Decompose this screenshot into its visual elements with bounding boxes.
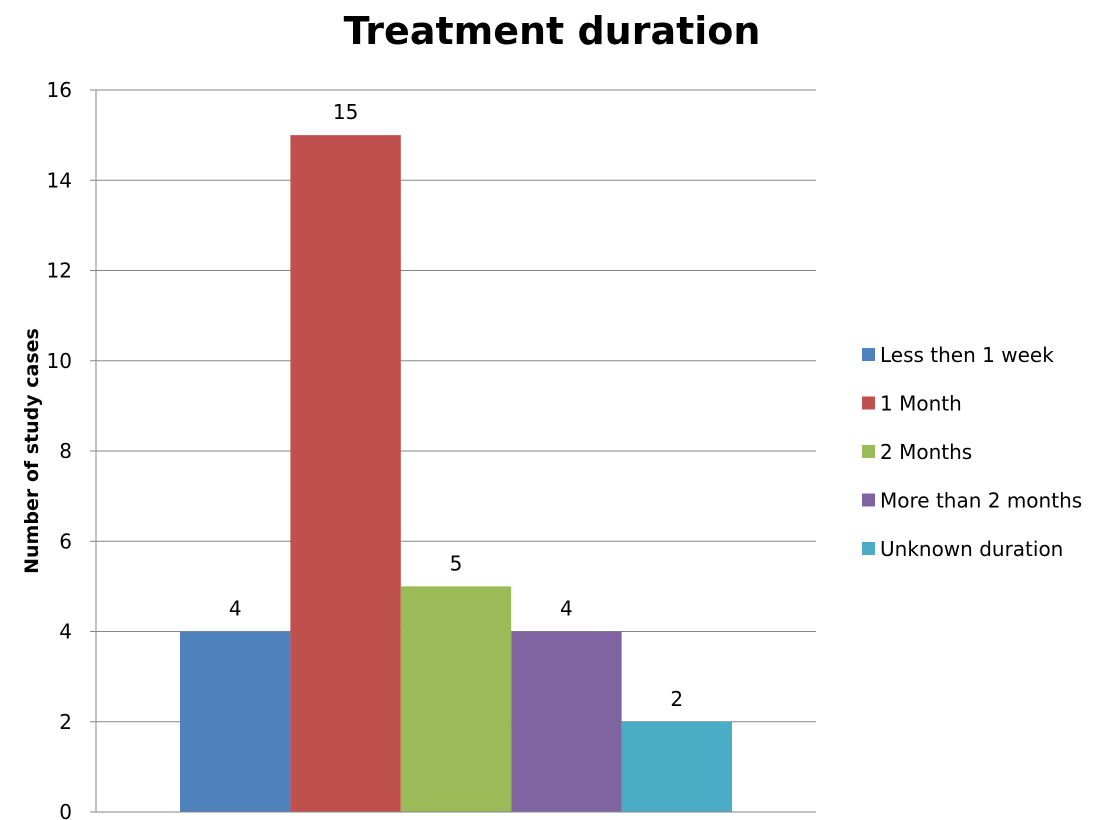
y-tick-label: 8 [59, 439, 72, 463]
y-tick-label: 2 [59, 710, 72, 734]
chart-title: Treatment duration [344, 9, 761, 53]
y-axis-ticks: 0 2 4 6 8 10 12 14 16 [47, 78, 96, 820]
legend-swatch [862, 542, 875, 555]
data-label: 15 [333, 100, 358, 124]
y-tick-label: 12 [47, 259, 72, 283]
y-axis-title: Number of study cases [21, 328, 43, 574]
bar [511, 631, 622, 812]
legend-swatch [862, 348, 875, 361]
legend-label: More than 2 months [880, 489, 1082, 513]
bar [400, 586, 512, 812]
data-label: 4 [229, 597, 242, 621]
data-label: 4 [560, 597, 573, 621]
y-tick-label: 6 [59, 529, 72, 553]
y-tick-label: 4 [59, 620, 72, 644]
legend-swatch [862, 445, 875, 458]
bar [180, 631, 291, 812]
legend-label: Less then 1 week [880, 343, 1054, 367]
legend-label: Unknown duration [880, 537, 1063, 561]
y-tick-label: 10 [47, 349, 72, 373]
legend-label: 1 Month [880, 392, 962, 416]
y-tick-label: 14 [47, 168, 72, 192]
bar [290, 135, 401, 812]
y-tick-label: 0 [59, 800, 72, 820]
legend-label: 2 Months [880, 440, 972, 464]
legend-swatch [862, 396, 875, 410]
legend-swatch [862, 493, 875, 507]
data-label: 2 [670, 687, 683, 711]
y-tick-label: 16 [47, 78, 72, 102]
data-labels: 4 15 5 4 2 [229, 100, 683, 711]
bar [621, 721, 732, 812]
data-label: 5 [450, 551, 463, 575]
legend: Less then 1 week 1 Month 2 Months More than… [862, 343, 1082, 561]
bars [180, 135, 732, 812]
